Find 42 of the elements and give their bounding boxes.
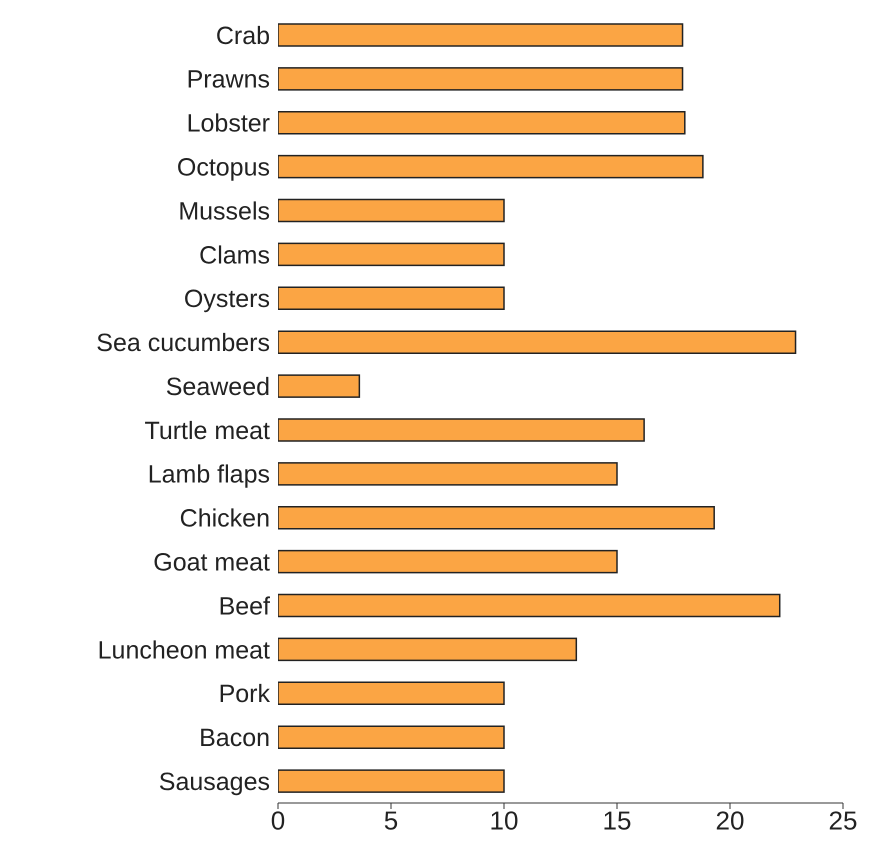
y-tick-label: Lamb flaps [148, 460, 270, 489]
bar [278, 594, 780, 618]
y-tick-label: Goat meat [153, 548, 270, 576]
y-tick-label: Lobster [186, 110, 270, 138]
y-tick-label: Sausages [158, 768, 270, 796]
bar [278, 330, 796, 354]
y-tick-label: Seaweed [166, 372, 270, 401]
y-tick-label: Pork [218, 680, 270, 708]
y-tick-label: Sea cucumbers [96, 329, 270, 358]
bar [278, 638, 578, 662]
bar [278, 198, 505, 222]
bar [278, 418, 645, 442]
x-tick-label: 0 [270, 805, 286, 836]
x-tick-label: 10 [490, 805, 518, 836]
bar [278, 154, 704, 178]
x-tick-label: 20 [716, 805, 744, 836]
x-tick-label: 25 [828, 805, 858, 836]
bar [278, 506, 715, 530]
bar [278, 725, 505, 749]
bar [278, 286, 505, 310]
bar [278, 67, 684, 91]
bar [278, 23, 684, 47]
y-tick-label: Mussels [178, 197, 270, 226]
y-tick-label: Turtle meat [144, 416, 270, 445]
bar [278, 111, 686, 134]
y-tick-label: Oysters [184, 285, 270, 314]
y-tick-label: Clams [199, 241, 270, 270]
y-tick-label: Luncheon meat [98, 636, 270, 664]
bar [278, 682, 505, 706]
bar [278, 242, 505, 266]
y-tick-label: Prawns [186, 66, 270, 94]
bar [278, 550, 618, 574]
bar [278, 462, 618, 486]
y-tick-label: Bacon [199, 724, 270, 752]
y-tick-label: Crab [216, 22, 270, 50]
y-tick-label: Chicken [180, 504, 270, 533]
bar [278, 769, 505, 793]
y-tick-label: Octopus [176, 153, 270, 182]
y-tick-label: Beef [218, 592, 270, 620]
x-tick-label: 15 [602, 805, 632, 836]
x-tick-label: 5 [384, 805, 398, 836]
bar [278, 374, 360, 398]
